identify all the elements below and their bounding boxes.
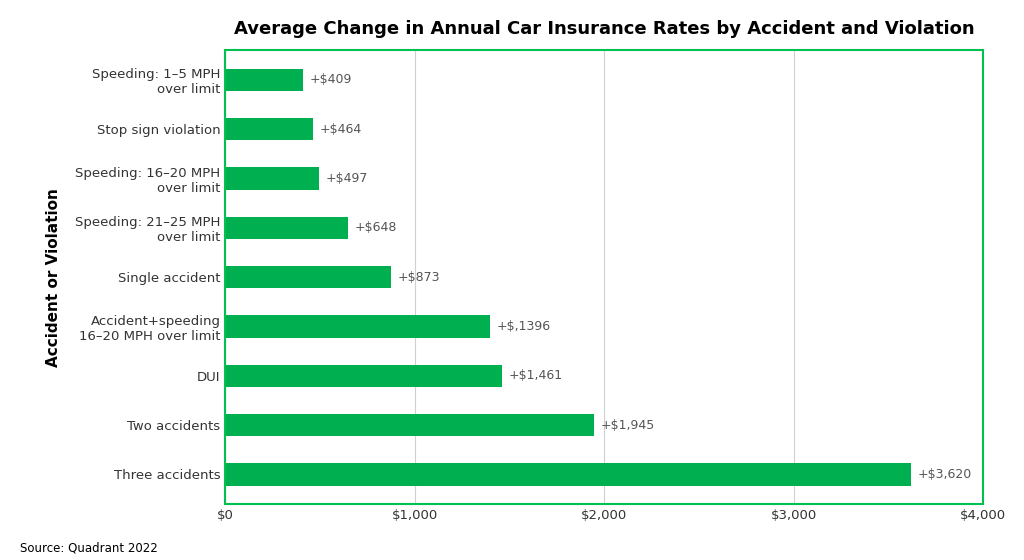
Bar	[225, 414, 594, 436]
Y-axis label: Accident or Violation: Accident or Violation	[46, 188, 61, 367]
Text: +$3,620: +$3,620	[918, 468, 972, 481]
Bar	[225, 167, 319, 190]
Bar	[225, 315, 489, 338]
Bar	[225, 69, 303, 91]
Text: +$648: +$648	[354, 221, 397, 235]
Bar	[225, 463, 911, 486]
Text: +$497: +$497	[326, 172, 369, 185]
Text: +$409: +$409	[309, 73, 352, 86]
Title: Average Change in Annual Car Insurance Rates by Accident and Violation: Average Change in Annual Car Insurance R…	[233, 20, 975, 38]
Bar	[225, 217, 348, 239]
Text: +$873: +$873	[397, 270, 439, 284]
Text: Source: Quadrant 2022: Source: Quadrant 2022	[20, 542, 159, 554]
Bar	[225, 365, 502, 387]
Text: +$1,461: +$1,461	[509, 369, 563, 382]
Bar	[225, 266, 391, 288]
Text: +$,1396: +$,1396	[497, 320, 551, 333]
Text: +$464: +$464	[319, 123, 362, 136]
Text: +$1,945: +$1,945	[600, 419, 654, 432]
Bar	[225, 118, 313, 141]
